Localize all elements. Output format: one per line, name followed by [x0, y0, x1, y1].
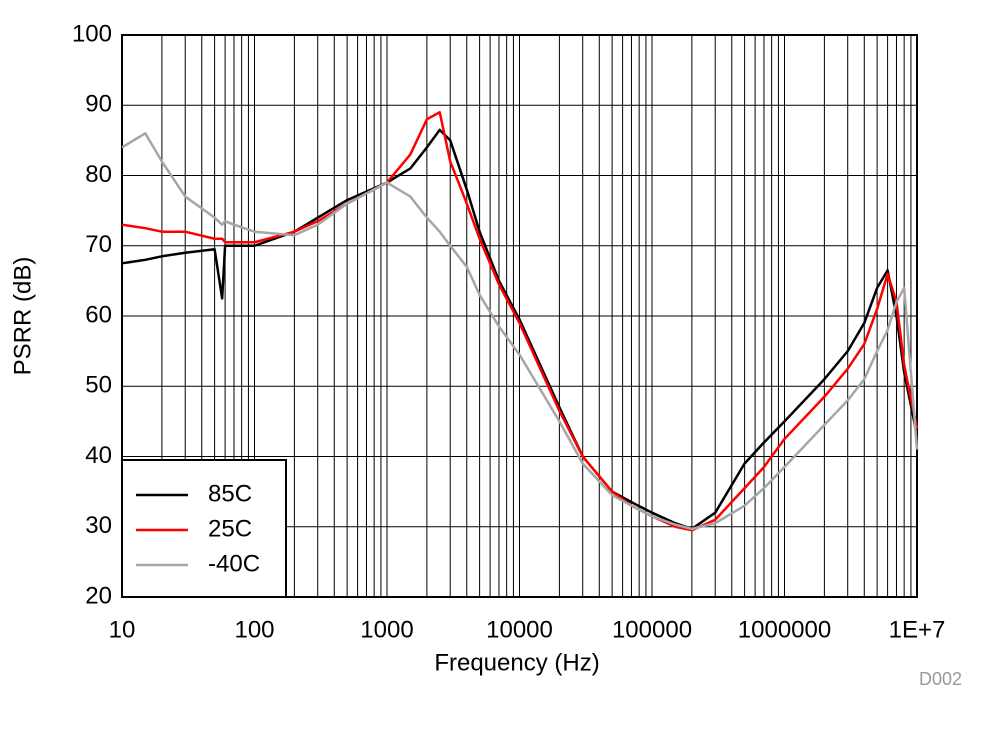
x-tick-label: 1000 [360, 616, 413, 643]
y-tick-label: 70 [85, 231, 112, 258]
legend-label: 85C [208, 480, 252, 507]
y-tick-label: 60 [85, 301, 112, 328]
x-tick-label: 10 [109, 616, 136, 643]
x-axis-label: Frequency (Hz) [434, 649, 599, 676]
plot-frame [121, 34, 918, 598]
legend-label: 25C [208, 515, 252, 542]
line-series [121, 132, 919, 531]
annotation: D002 [919, 669, 962, 689]
y-tick-label: 50 [85, 372, 112, 399]
x-tick-label: 10000 [486, 616, 553, 643]
line-series [121, 128, 919, 531]
x-tick-label: 1E+7 [889, 616, 946, 643]
x-tick-label: 100 [234, 616, 274, 643]
y-tick-label: 100 [72, 20, 112, 47]
y-tick-label: 20 [85, 582, 112, 609]
x-tick-label: 100000 [612, 616, 692, 643]
x-tick-label: 1000000 [738, 616, 831, 643]
y-tick-label: 80 [85, 161, 112, 188]
legend-label: -40C [208, 550, 260, 577]
y-axis-label: PSRR (dB) [9, 257, 36, 376]
legend-box [121, 459, 287, 598]
y-tick-label: 90 [85, 91, 112, 118]
y-tick-label: 40 [85, 442, 112, 469]
y-tick-label: 30 [85, 512, 112, 539]
line-series [121, 111, 919, 532]
